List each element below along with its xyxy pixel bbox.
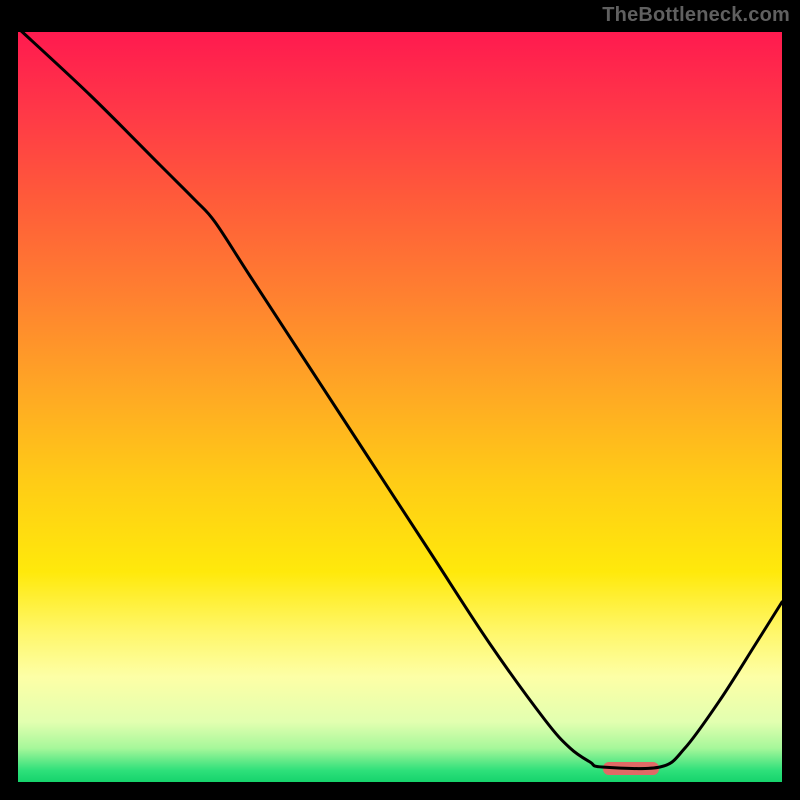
- chart-stage: TheBottleneck.com: [0, 0, 800, 800]
- watermark-text: TheBottleneck.com: [602, 4, 790, 27]
- bottleneck-chart: [0, 0, 800, 800]
- gradient-background: [18, 32, 782, 782]
